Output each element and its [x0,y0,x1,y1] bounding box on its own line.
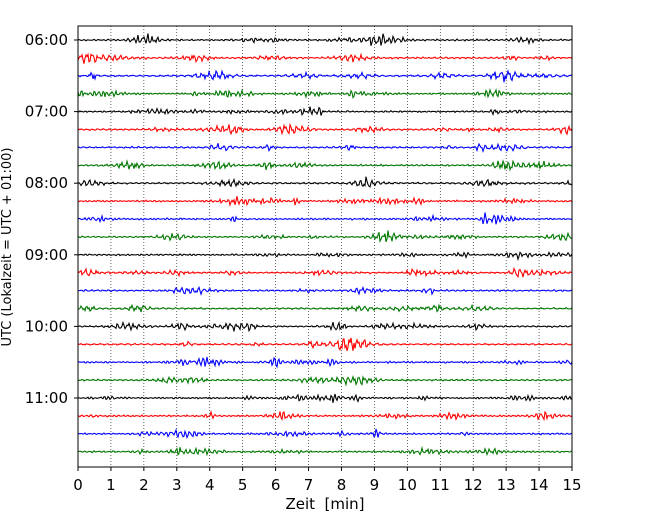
trace-07:00 [77,106,573,117]
trace-10:30 [78,356,573,369]
x-tick-label-10: 10 [398,476,417,494]
trace-06:30 [77,69,573,83]
trace-08:00 [77,176,573,188]
trace-08:45 [77,230,573,243]
y-tick-label-09:00: 09:00 [25,246,68,264]
trace-06:15 [77,52,573,64]
trace-layer [77,33,573,457]
x-tick-label-5: 5 [238,476,248,494]
trace-07:15 [77,122,573,136]
y-tick-label-07:00: 07:00 [25,103,68,121]
trace-10:15 [77,337,573,352]
trace-11:00 [77,393,573,403]
trace-08:30 [77,212,573,225]
trace-07:45 [77,159,573,172]
x-tick-label-2: 2 [139,476,149,494]
x-tick-label-6: 6 [271,476,281,494]
axes-frame [77,25,573,468]
trace-09:30 [77,285,573,296]
x-tick-label-12: 12 [464,476,483,494]
x-tick-label-9: 9 [370,476,380,494]
trace-07:30 [77,142,573,154]
trace-08:15 [77,196,573,208]
trace-09:45 [77,303,573,313]
x-axis-ticks: 0 1 2 3 4 5 6 7 8 9 10 11 12 13 14 15 [73,467,582,494]
x-tick-label-15: 15 [562,476,581,494]
y-tick-label-10:00: 10:00 [25,317,68,335]
trace-09:00 [77,251,573,262]
x-tick-label-4: 4 [205,476,215,494]
x-axis-label: Zeit [min] [285,495,364,513]
trace-09:15 [77,266,573,279]
x-tick-label-3: 3 [172,476,182,494]
x-tick-label-14: 14 [530,476,549,494]
trace-11:15 [77,409,573,422]
trace-06:00 [77,33,573,46]
trace-10:45 [77,374,573,387]
y-tick-label-06:00: 06:00 [25,31,68,49]
x-tick-label-1: 1 [106,476,116,494]
trace-06:45 [77,87,573,99]
x-tick-label-13: 13 [497,476,516,494]
x-tick-label-7: 7 [304,476,314,494]
trace-11:30 [77,428,573,440]
y-tick-label-11:00: 11:00 [25,389,68,407]
y-axis-label: UTC (Lokalzeit = UTC + 01:00) [0,148,15,347]
trace-11:45 [77,445,573,457]
grid-layer [110,26,540,467]
y-axis-ticks: 06:00 07:00 08:00 09:00 10:00 11:00 [25,31,78,407]
x-tick-label-0: 0 [73,476,83,494]
y-tick-label-08:00: 08:00 [25,174,68,192]
trace-10:00 [77,320,573,333]
x-tick-label-8: 8 [337,476,347,494]
x-tick-label-11: 11 [431,476,450,494]
